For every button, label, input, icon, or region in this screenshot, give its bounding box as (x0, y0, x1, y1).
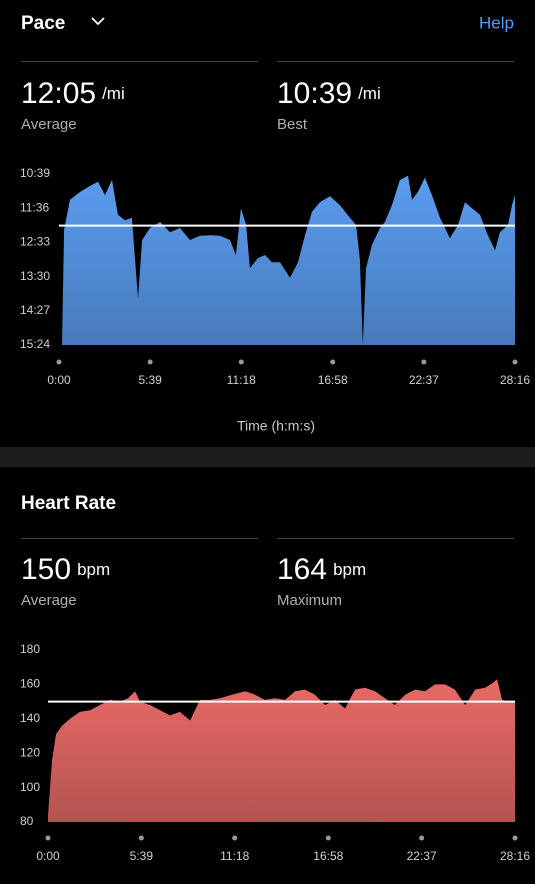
section-separator (0, 447, 535, 467)
x-tick-dot (512, 835, 518, 841)
stat-label: Average (21, 592, 77, 609)
y-tick-label: 14:27 (20, 303, 50, 317)
x-tick-dot (232, 835, 238, 841)
y-tick-label: 12:33 (20, 235, 50, 249)
x-tick-label: 16:58 (313, 849, 343, 863)
area (62, 175, 515, 345)
x-tick-label: 16:58 (318, 373, 348, 387)
stat-value: 12:05 (21, 77, 96, 110)
dropdown-chevron[interactable] (91, 17, 105, 26)
x-tick-label: 5:39 (130, 849, 154, 863)
x-tick-dot (330, 359, 336, 365)
x-tick-dot (325, 835, 331, 841)
x-tick-label: 5:39 (138, 373, 162, 387)
stat-unit: /mi (102, 84, 125, 103)
stat-unit: /mi (358, 84, 381, 103)
x-tick-label: 28:16 (500, 849, 530, 863)
x-tick-dot (419, 835, 425, 841)
y-tick-label: 160 (20, 677, 40, 691)
x-tick-dot (421, 359, 427, 365)
help-link[interactable]: Help (479, 13, 514, 32)
stat: 150 bpm (21, 553, 110, 586)
stat-label: Maximum (277, 592, 342, 609)
x-tick-label: 22:37 (409, 373, 439, 387)
stat-value: 164 (277, 553, 327, 586)
x-tick-label: 0:00 (36, 849, 60, 863)
stat-label: Average (21, 116, 77, 133)
stat-value: 150 (21, 553, 71, 586)
x-tick-label: 11:18 (220, 849, 249, 863)
x-tick-label: 11:18 (227, 373, 256, 387)
y-tick-label: 15:24 (20, 337, 50, 351)
y-tick-label: 180 (20, 642, 40, 656)
stat: 164 bpm (277, 553, 366, 586)
x-tick-label: 22:37 (407, 849, 437, 863)
section-title: Heart Rate (21, 493, 116, 514)
x-tick-label: 0:00 (47, 373, 71, 387)
x-axis-label: Time (h:m:s) (237, 418, 315, 434)
y-tick-label: 10:39 (20, 166, 50, 180)
stat-unit: bpm (77, 560, 110, 579)
x-tick-dot (147, 359, 153, 365)
y-tick-label: 13:30 (20, 269, 50, 283)
x-tick-dot (45, 835, 51, 841)
area (48, 679, 515, 822)
y-tick-label: 100 (20, 780, 40, 794)
x-tick-dot (512, 359, 518, 365)
y-tick-label: 80 (20, 814, 34, 828)
y-tick-label: 11:36 (20, 200, 49, 214)
stat: 12:05/mi (21, 77, 125, 110)
stat-label: Best (277, 116, 308, 133)
x-tick-dot (238, 359, 244, 365)
y-tick-label: 140 (20, 711, 40, 725)
y-tick-label: 120 (20, 745, 40, 759)
x-tick-label: 28:16 (500, 373, 530, 387)
x-tick-dot (138, 835, 144, 841)
stat: 10:39/mi (277, 77, 381, 110)
x-tick-dot (56, 359, 62, 365)
section-title[interactable]: Pace (21, 13, 65, 34)
stat-unit: bpm (333, 560, 366, 579)
stat-value: 10:39 (277, 77, 352, 110)
